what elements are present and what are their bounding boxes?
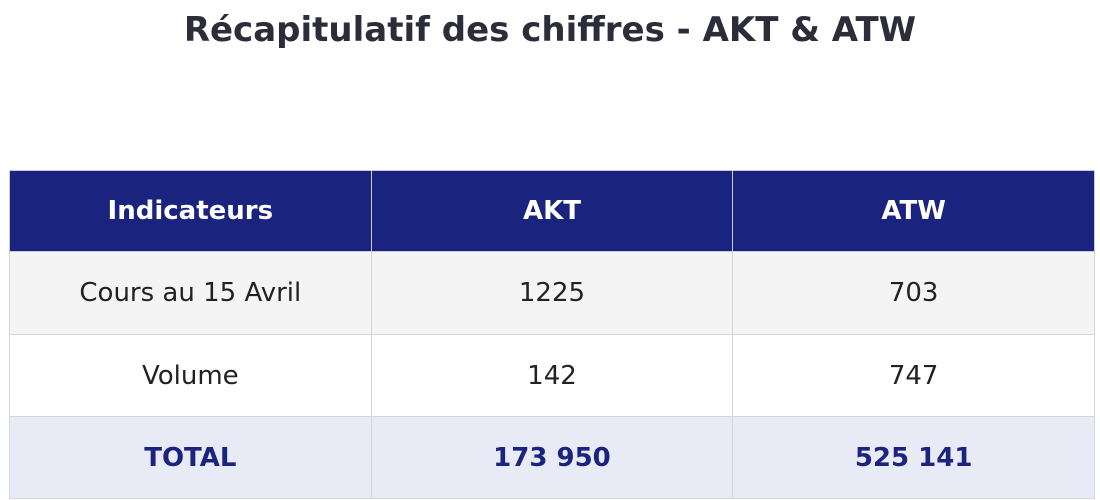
table-body: Cours au 15 Avril 1225 703 Volume 142 747 TOTA… [9,251,1095,499]
page-title: Récapitulatif des chiffres - AKT & ATW [183,10,917,50]
total-cell: 525 141 [732,416,1095,499]
total-cell: 173 950 [370,416,734,499]
table-cell: 1225 [370,251,734,335]
total-row: TOTAL 173 950 525 141 [9,416,1095,499]
column-header: ATW [732,170,1095,252]
table-cell: 142 [370,334,734,417]
table-header: Indicateurs AKT ATW [9,170,1095,252]
column-header: Indicateurs [9,170,372,252]
table-row: Cours au 15 Avril 1225 703 [9,251,1095,335]
table-row: Volume 142 747 [9,334,1095,417]
table-cell: Volume [9,334,372,417]
table-cell: Cours au 15 Avril [9,251,372,335]
column-header: AKT [370,170,734,252]
total-cell: TOTAL [9,416,372,499]
summary-table: Indicateurs AKT ATW Cours au 15 Avril 1225 7… [9,170,1095,499]
table-cell: 747 [732,334,1095,417]
table-cell: 703 [732,251,1095,335]
header-row: Indicateurs AKT ATW [9,170,1095,252]
